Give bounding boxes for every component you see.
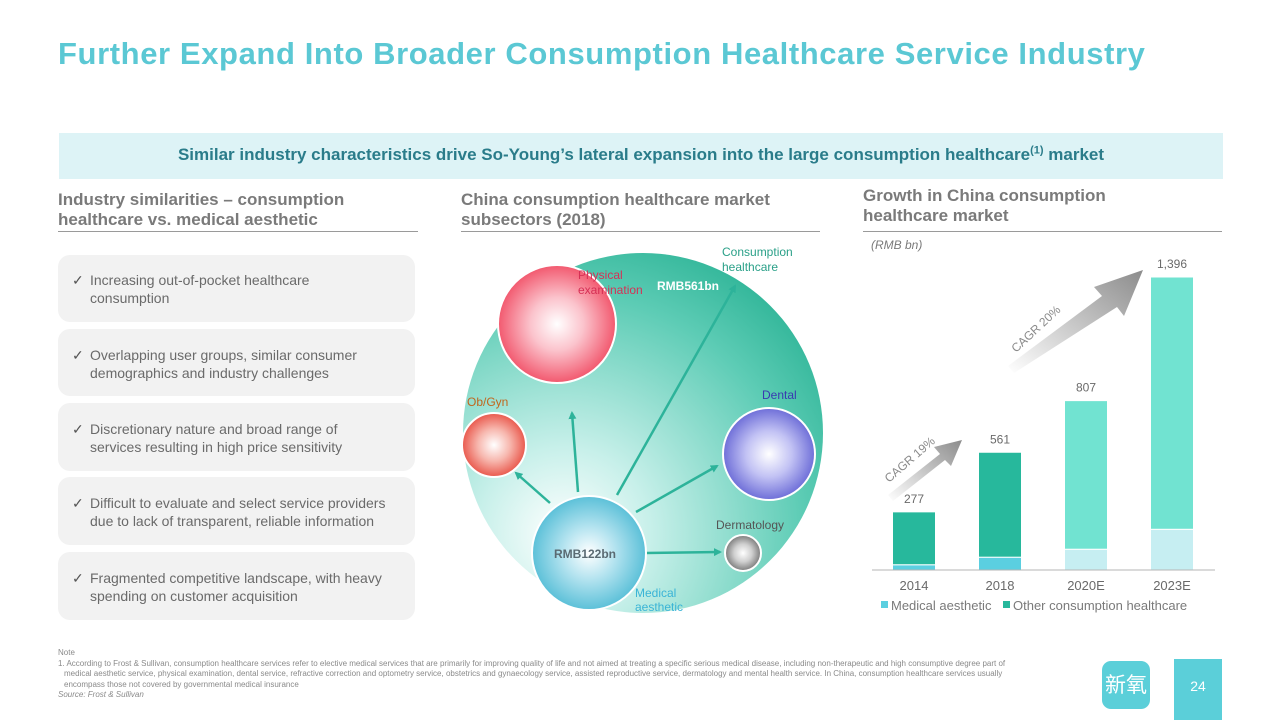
similarity-line2: demographics and industry challenges [90, 365, 329, 381]
similarity-line2: services resulting in high price sensiti… [90, 439, 343, 455]
banner-text-tail: market [1043, 145, 1105, 164]
checkmark-icon: ✓ [72, 570, 84, 586]
similarity-line1: Discretionary nature and broad range of [90, 421, 338, 437]
similarity-line1: Overlapping user groups, similar consume… [90, 347, 357, 363]
legend-label-other: Other consumption healthcare [1013, 598, 1187, 613]
bar-segment-medical-aesthetic [1150, 528, 1194, 571]
right-heading-line2: healthcare market [863, 206, 1009, 225]
bar-segment-medical-aesthetic [978, 556, 1022, 571]
obgyn-label: Ob/Gyn [467, 395, 508, 409]
similarity-item: ✓ Difficult to evaluate and select servi… [58, 477, 415, 545]
bar-segment-medical-aesthetic [1064, 548, 1108, 571]
footnote-block: Note 1. According to Frost & Sullivan, c… [58, 648, 1018, 701]
physical-examination-bubble [497, 264, 617, 384]
banner-footnote-marker: (1) [1030, 144, 1044, 157]
checkmark-icon: ✓ [72, 421, 84, 437]
right-heading-rule [863, 231, 1222, 232]
note-label: Note [58, 648, 75, 657]
right-heading-line1: Growth in China consumption [863, 186, 1106, 205]
obgyn-bubble [461, 412, 527, 478]
similarity-item: ✓ Discretionary nature and broad range o… [58, 403, 415, 471]
dermatology-bubble [724, 534, 762, 572]
bars-layer: 277 2014 561 2018 807 2020E 1,396 2023E [892, 257, 1194, 593]
bar-segment-other-healthcare [1064, 400, 1108, 550]
medical-aesthetic-bubble [531, 495, 647, 611]
left-heading-line1: Industry similarities – consumption [58, 190, 345, 209]
consumption-label-line2: healthcare [722, 260, 778, 274]
cagr-arrow-icon [888, 440, 962, 501]
footnote-text: 1. According to Frost & Sullivan, consum… [58, 658, 1006, 689]
legend-swatch-medical [881, 601, 888, 608]
dental-bubble [722, 407, 816, 501]
subsector-bubble-diagram: Consumption healthcare Physical examinat… [461, 245, 823, 614]
source-text: Source: Frost & Sullivan [58, 690, 144, 699]
physical-label-line2: examination [578, 283, 643, 297]
key-message-banner: Similar industry characteristics drive S… [59, 133, 1223, 179]
similarity-line2: due to lack of transparent, reliable inf… [90, 513, 375, 529]
x-tick-label: 2018 [986, 578, 1015, 593]
bar-total-label: 807 [1076, 381, 1096, 395]
bar-total-label: 1,396 [1157, 257, 1187, 271]
middle-heading-line2: subsectors (2018) [461, 210, 606, 229]
checkmark-icon: ✓ [72, 347, 84, 363]
bar-segment-other-healthcare [1150, 276, 1194, 530]
similarity-line2: consumption [90, 290, 170, 306]
middle-heading: China consumption healthcare market subs… [461, 190, 770, 230]
similarity-item: ✓ Overlapping user groups, similar consu… [58, 329, 415, 396]
similarity-line1: Increasing out-of-pocket healthcare [90, 272, 310, 288]
market-growth-chart: (RMB bn) CAGR 19% CAGR 20% 277 2014 561 201… [871, 238, 1215, 613]
medical-aesthetic-value: RMB122bn [554, 547, 616, 561]
banner-text: Similar industry characteristics drive S… [177, 145, 1031, 164]
chart-unit-label: (RMB bn) [871, 238, 922, 252]
so-young-logo: 新氧 [1102, 661, 1150, 709]
consumption-label-line1: Consumption [722, 245, 793, 259]
left-heading-rule [58, 231, 418, 232]
bar-total-label: 561 [990, 432, 1010, 446]
left-heading-line2: healthcare vs. medical aesthetic [58, 210, 318, 229]
cagr-arrow-2018-2023: CAGR 20% [1008, 270, 1143, 373]
legend-label-medical: Medical aesthetic [891, 598, 992, 613]
checkmark-icon: ✓ [72, 495, 84, 511]
left-heading: Industry similarities – consumption heal… [58, 190, 344, 230]
x-tick-label: 2023E [1153, 578, 1191, 593]
page-title: Further Expand Into Broader Consumption … [58, 36, 1146, 71]
similarity-line1: Fragmented competitive landscape, with h… [90, 570, 382, 586]
arrow-to-dental [635, 464, 719, 514]
bar-segment-other-healthcare [892, 511, 936, 566]
x-tick-label: 2014 [900, 578, 929, 593]
similarity-item: ✓ Fragmented competitive landscape, with… [58, 552, 415, 620]
similarity-line2: spending on customer acquisition [90, 588, 298, 604]
bar-segment-medical-aesthetic [892, 564, 936, 571]
arrow-to-obgyn [514, 471, 551, 504]
x-tick-label: 2020E [1067, 578, 1105, 593]
arrow-to-physical [568, 411, 580, 493]
consumption-value: RMB561bn [657, 279, 719, 293]
dental-label: Dental [762, 388, 797, 402]
physical-label-line1: Physical [578, 268, 623, 282]
checkmark-icon: ✓ [72, 272, 84, 288]
arrow-to-dermatology [645, 548, 722, 557]
similarity-item: ✓ Increasing out-of-pocket healthcare co… [58, 255, 415, 322]
middle-heading-rule [461, 231, 820, 232]
middle-heading-line1: China consumption healthcare market [461, 190, 770, 209]
arrow-to-consumption [615, 284, 737, 496]
medical-label-line2: aesthetic [635, 600, 683, 614]
bar-total-label: 277 [904, 492, 924, 506]
dermatology-label: Dermatology [716, 518, 784, 532]
legend-swatch-other [1003, 601, 1010, 608]
cagr-arrow-icon [1008, 270, 1143, 373]
medical-label-line1: Medical [635, 586, 676, 600]
page-number: 24 [1174, 659, 1222, 720]
cagr-label: CAGR 19% [882, 434, 938, 485]
bar-segment-other-healthcare [978, 451, 1022, 558]
similarity-line1: Difficult to evaluate and select service… [90, 495, 386, 511]
right-heading: Growth in China consumption healthcare m… [863, 186, 1106, 226]
